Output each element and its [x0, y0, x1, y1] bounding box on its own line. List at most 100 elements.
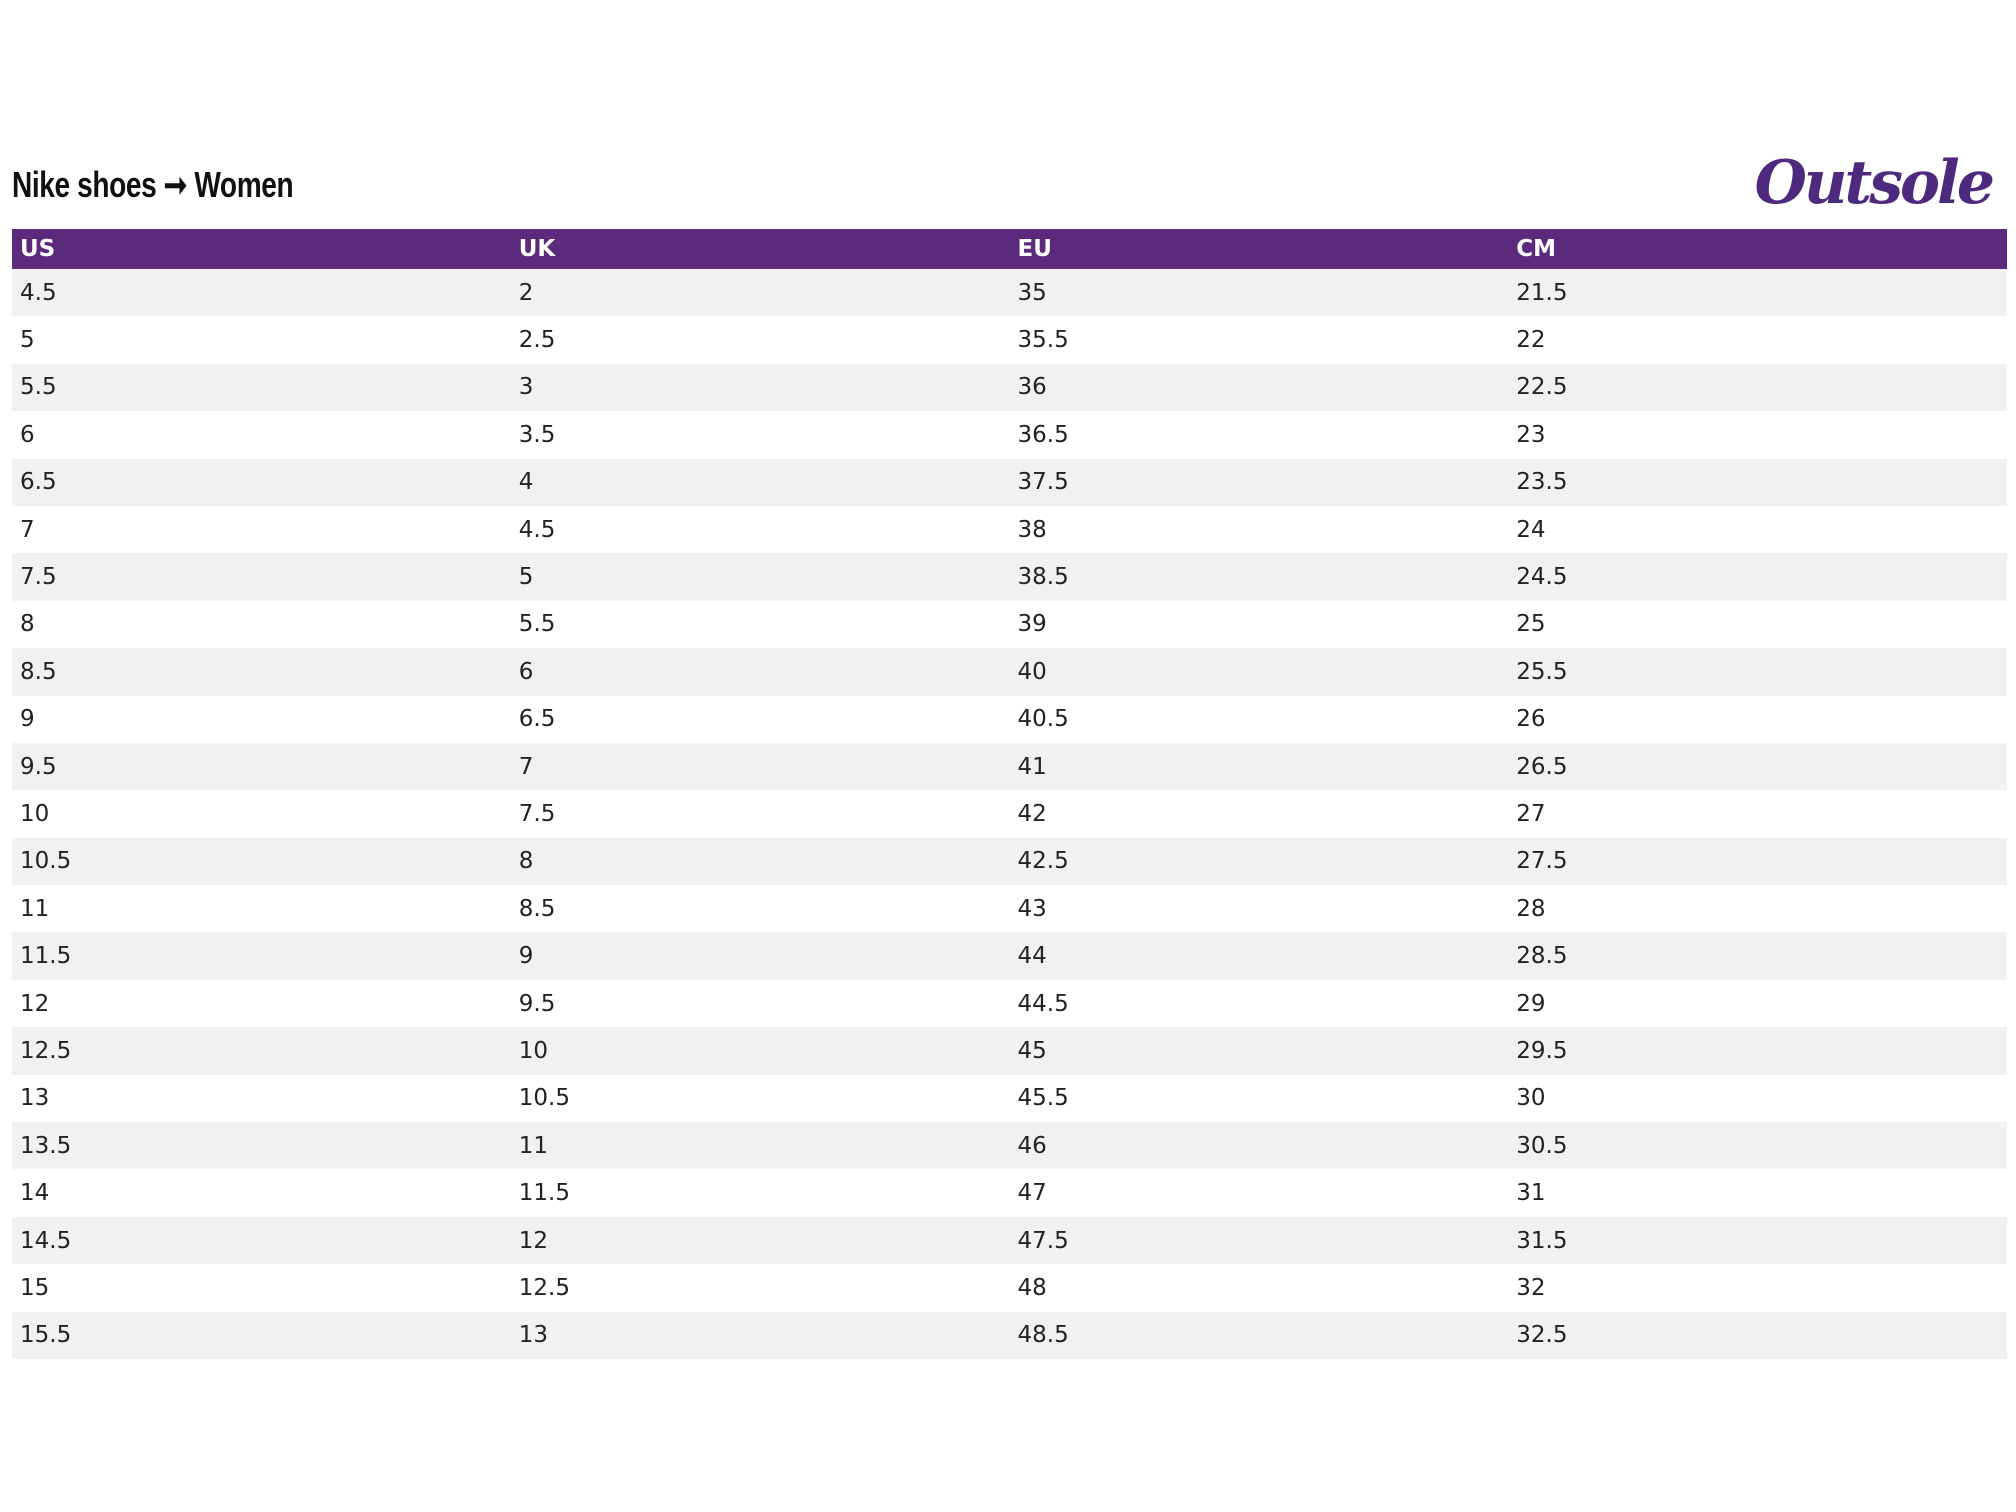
table-cell: 9.5 [12, 742, 511, 791]
size-table: US UK EU CM 4.5 2 35 21.5 5 2.5 35.5 22 5.5 3 36 22.5 6… [12, 229, 2007, 1359]
table-cell: 5.5 [12, 363, 511, 412]
table-row: 6 3.5 36.5 23 [12, 411, 2007, 458]
table-cell: 28 [1516, 895, 1546, 922]
table-cell: 11.5 [12, 932, 511, 980]
table-cell: 38 [1017, 516, 1047, 543]
table-cell: 36 [1009, 363, 1509, 412]
table-cell: 8 [510, 837, 1010, 886]
table-cell: 45 [1009, 1027, 1509, 1075]
table-cell: 39 [1017, 611, 1047, 638]
table-row: 11.5 9 44 28.5 [12, 932, 2007, 980]
table-cell: 48.5 [1009, 1311, 1509, 1359]
table-cell: 2.5 [518, 327, 556, 354]
table-cell: 15.5 [12, 1311, 511, 1359]
table-row: 14.5 12 47.5 31.5 [12, 1216, 2007, 1265]
table-cell: 3.5 [518, 421, 556, 448]
table-cell: 9 [510, 932, 1010, 980]
table-cell: 4 [510, 458, 1010, 506]
table-cell: 29 [1516, 990, 1546, 1017]
table-cell: 42 [1017, 800, 1047, 827]
table-cell: 10.5 [12, 837, 511, 886]
table-cell: 48 [1017, 1274, 1047, 1301]
table-row: 9.5 7 41 26.5 [12, 742, 2007, 791]
table-cell: 42.5 [1009, 837, 1509, 886]
table-cell: 36.5 [1017, 421, 1069, 448]
table-cell: 35.5 [1017, 327, 1069, 354]
table-row: 11 8.5 43 28 [12, 885, 2007, 932]
table-row: 8.5 6 40 25.5 [12, 648, 2007, 696]
table-cell: 2 [510, 269, 1010, 317]
table-row: 8 5.5 39 25 [12, 601, 2007, 648]
table-cell: 6.5 [12, 458, 511, 506]
table-cell: 38.5 [1009, 553, 1509, 601]
table-cell: 46 [1009, 1122, 1509, 1170]
column-header: US [12, 229, 511, 269]
table-cell: 13 [510, 1311, 1010, 1359]
table-cell: 23.5 [1508, 458, 2007, 506]
table-cell: 6 [510, 648, 1010, 696]
logo: Outsole [1754, 148, 1995, 218]
table-row: 14 11.5 47 31 [12, 1169, 2007, 1216]
table-cell: 12 [20, 990, 50, 1017]
table-cell: 31.5 [1508, 1216, 2007, 1265]
table-cell: 10 [510, 1027, 1010, 1075]
page-title: Nike shoes ➞ Women [12, 164, 294, 205]
table-cell: 41 [1009, 742, 1509, 791]
table-row: 7.5 5 38.5 24.5 [12, 553, 2007, 601]
table-cell: 15 [20, 1274, 50, 1301]
table-cell: 7.5 [518, 800, 556, 827]
table-cell: 6 [20, 421, 35, 448]
table-cell: 12 [510, 1216, 1010, 1265]
table-cell: 9.5 [518, 990, 556, 1017]
table-cell: 26.5 [1508, 742, 2007, 791]
table-cell: 24.5 [1508, 553, 2007, 601]
table-row: 5.5 3 36 22.5 [12, 363, 2007, 412]
column-header: UK [510, 229, 1010, 269]
table-row: 15 12.5 48 32 [12, 1264, 2007, 1311]
table-row: 10.5 8 42.5 27.5 [12, 837, 2007, 886]
table-cell: 11.5 [518, 1180, 570, 1207]
table-cell: 31 [1516, 1180, 1546, 1207]
table-cell: 40 [1009, 648, 1509, 696]
table-cell: 28.5 [1508, 932, 2007, 980]
table-cell: 4.5 [12, 269, 511, 317]
table-cell: 29.5 [1508, 1027, 2007, 1075]
table-cell: 13 [20, 1085, 50, 1112]
table-cell: 14 [20, 1180, 50, 1207]
table-cell: 21.5 [1508, 269, 2007, 317]
table-cell: 6.5 [518, 706, 556, 733]
column-header: EU [1009, 229, 1509, 269]
table-cell: 9 [20, 706, 35, 733]
table-cell: 4.5 [518, 516, 556, 543]
table-row: 4.5 2 35 21.5 [12, 269, 2007, 317]
table-cell: 26 [1516, 706, 1546, 733]
table-cell: 5 [510, 553, 1010, 601]
table-cell: 12.5 [518, 1274, 570, 1301]
table-row: 15.5 13 48.5 32.5 [12, 1311, 2007, 1359]
table-cell: 22 [1516, 327, 1546, 354]
table-cell: 5.5 [518, 611, 556, 638]
table-cell: 37.5 [1009, 458, 1509, 506]
table-cell: 30 [1516, 1085, 1546, 1112]
table-cell: 22.5 [1508, 363, 2007, 412]
table-cell: 10.5 [518, 1085, 570, 1112]
column-header: CM [1508, 229, 2007, 269]
table-cell: 10 [20, 800, 50, 827]
table-cell: 12.5 [12, 1027, 511, 1075]
table-row: 12 9.5 44.5 29 [12, 980, 2007, 1027]
table-cell: 45.5 [1017, 1085, 1069, 1112]
table-cell: 5 [20, 327, 35, 354]
header-row: US UK EU CM [12, 229, 2007, 269]
table-cell: 47.5 [1009, 1216, 1509, 1265]
table-cell: 7.5 [12, 553, 511, 601]
table-cell: 44 [1009, 932, 1509, 980]
table-cell: 25.5 [1508, 648, 2007, 696]
table-cell: 8.5 [518, 895, 556, 922]
table-cell: 30.5 [1508, 1122, 2007, 1170]
table-cell: 11 [510, 1122, 1010, 1170]
table-row: 13.5 11 46 30.5 [12, 1122, 2007, 1170]
table-cell: 25 [1516, 611, 1546, 638]
table-cell: 3 [510, 363, 1010, 412]
table-row: 7 4.5 38 24 [12, 506, 2007, 553]
